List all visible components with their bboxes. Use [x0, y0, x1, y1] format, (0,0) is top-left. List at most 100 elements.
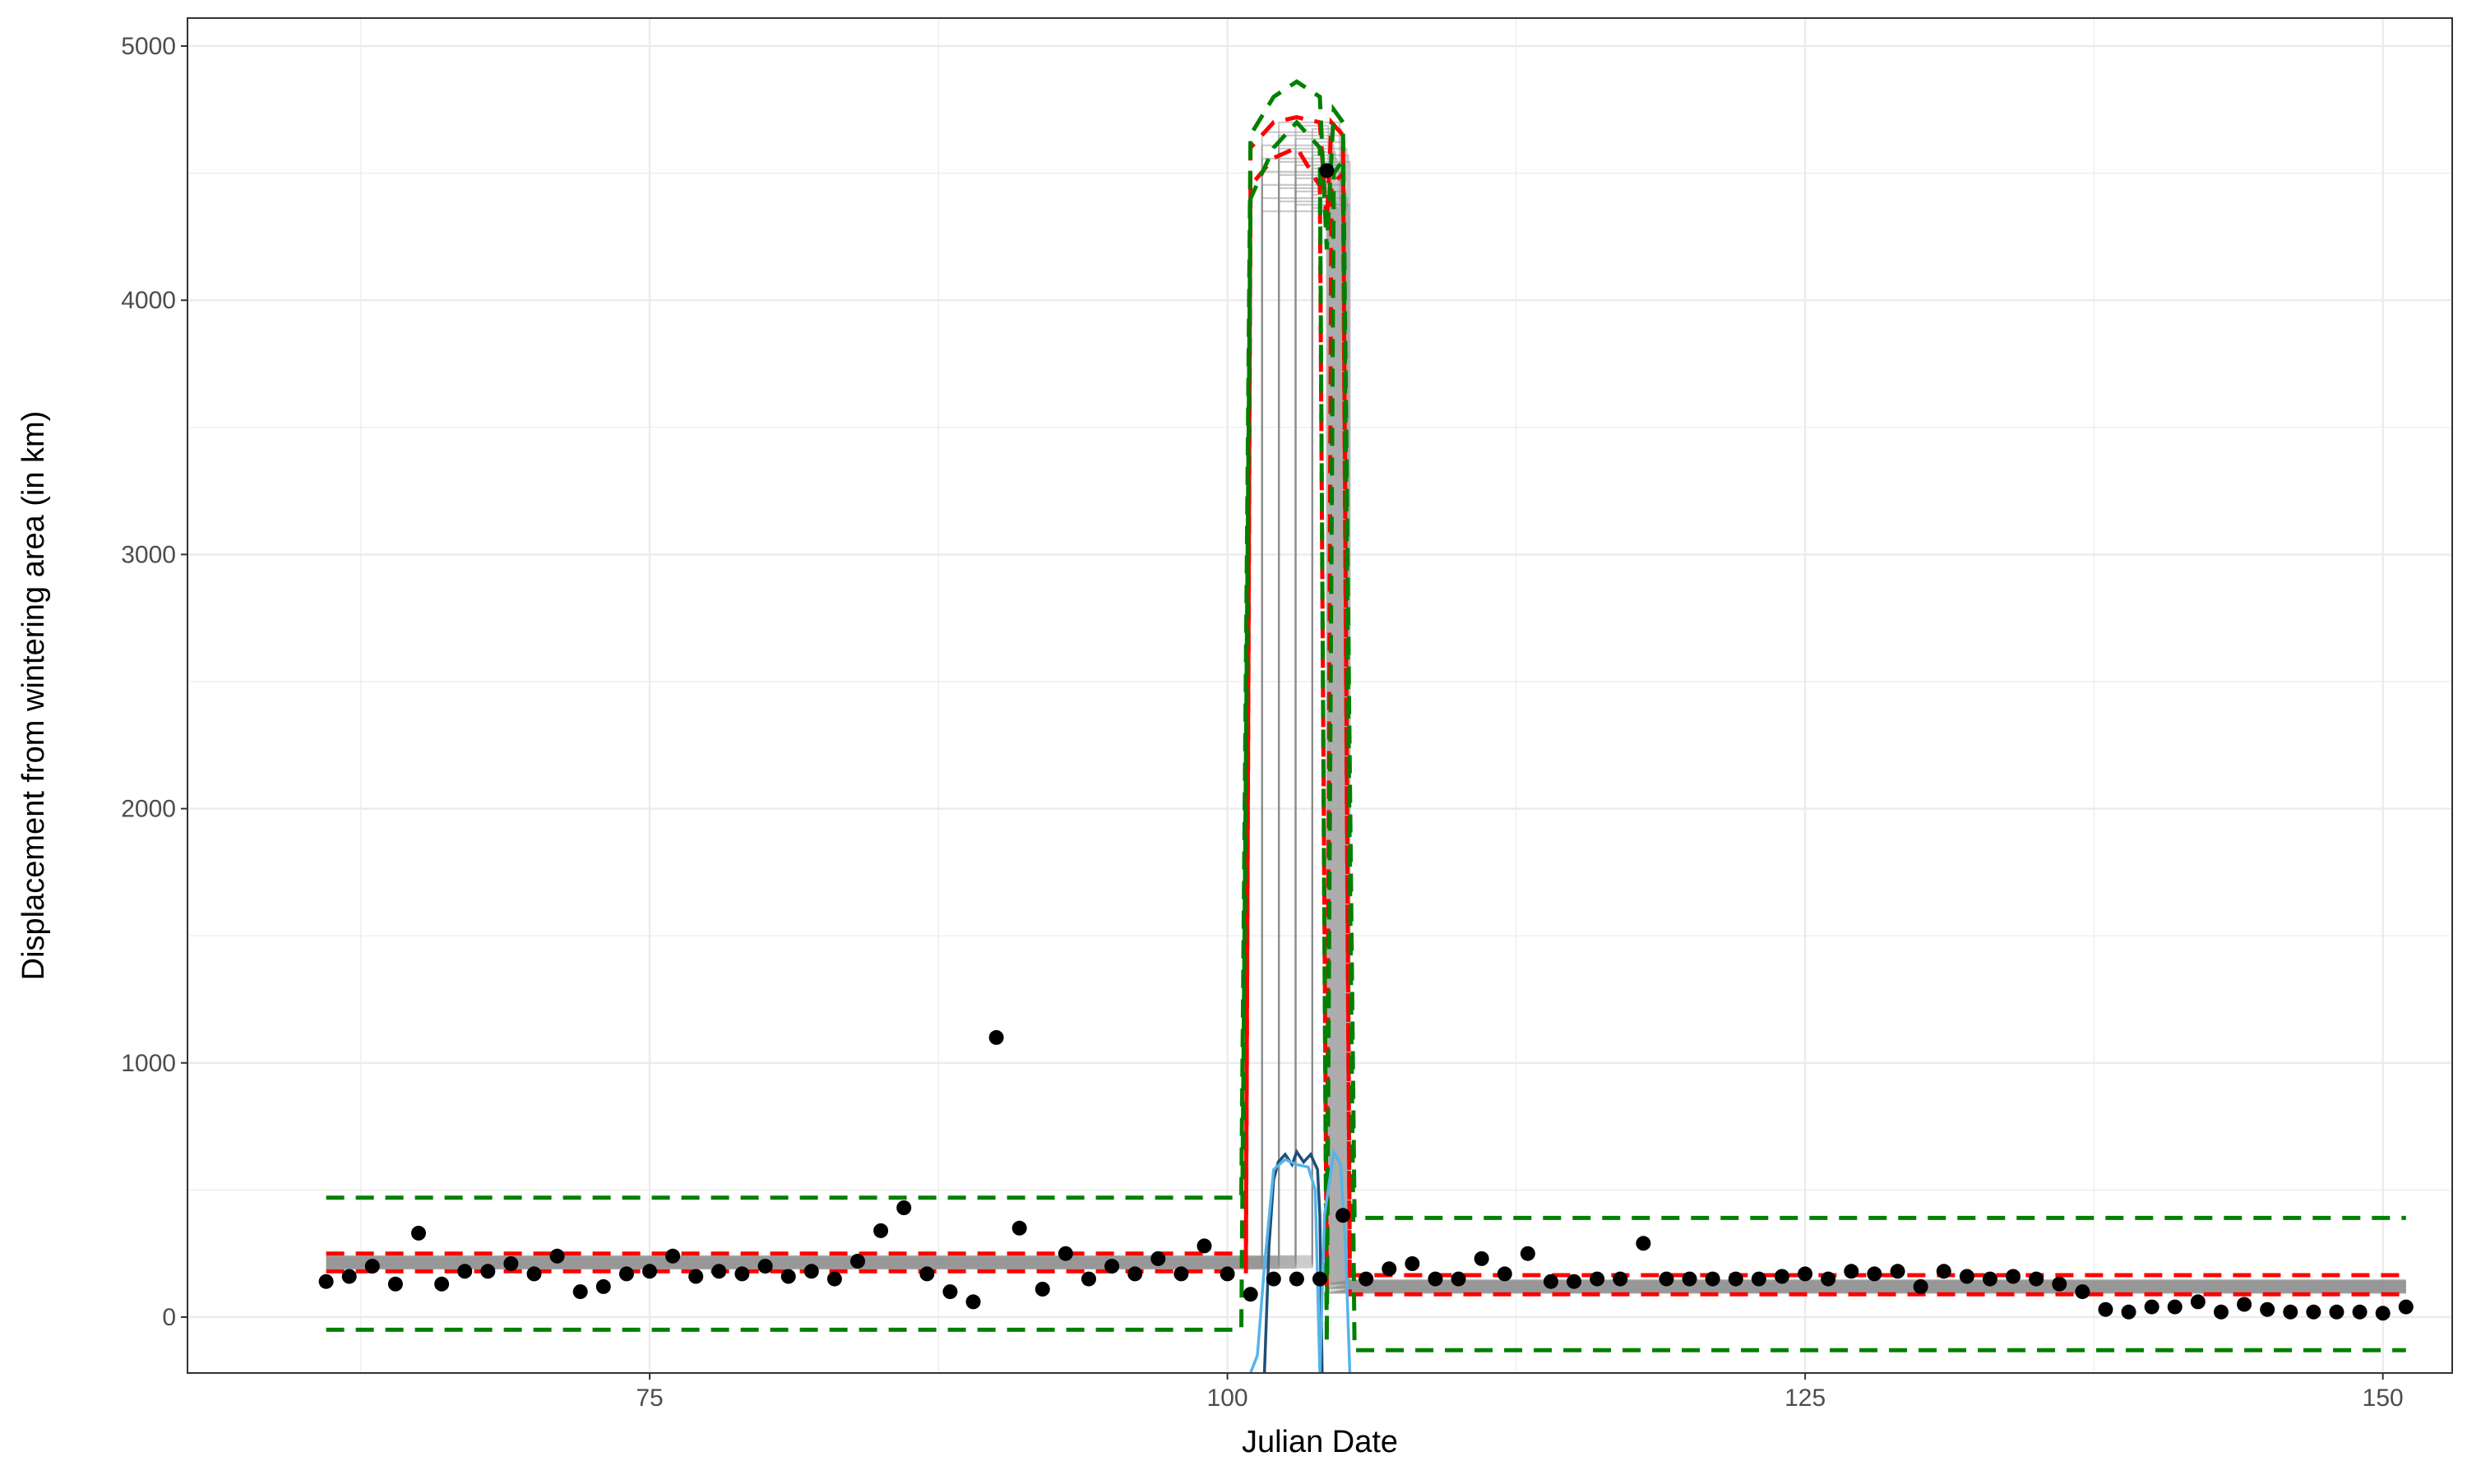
observation-point [1867, 1266, 1882, 1282]
observation-point [757, 1259, 773, 1274]
observation-point [1890, 1264, 1905, 1279]
observation-point [1196, 1238, 1212, 1254]
observation-point [1474, 1251, 1489, 1266]
posterior-draw-line [326, 187, 2406, 1284]
x-tick-label: 150 [2363, 1385, 2404, 1412]
observation-point [2190, 1294, 2205, 1310]
observation-point [1127, 1266, 1143, 1282]
observation-point [780, 1269, 796, 1284]
observation-point [826, 1271, 842, 1287]
posterior-draw-line [326, 203, 2406, 1286]
x-axis-title: Julian Date [1242, 1425, 1398, 1459]
observation-point [1243, 1287, 1258, 1302]
observation-point [1382, 1261, 1397, 1277]
posterior-draw-line [326, 134, 2406, 1283]
observation-point [1335, 1208, 1351, 1223]
observation-point [2375, 1306, 2391, 1321]
observation-point [1959, 1269, 1974, 1284]
observation-point [1220, 1266, 1235, 1282]
observation-point [803, 1264, 819, 1279]
observation-point [1011, 1220, 1027, 1236]
observation-point [1451, 1271, 1466, 1287]
observation-point [1613, 1271, 1628, 1287]
observation-point [457, 1264, 473, 1279]
observation-point [2352, 1304, 2367, 1320]
posterior-draw-line [326, 147, 2406, 1287]
observation-point [1520, 1246, 1535, 1261]
observation-point [850, 1254, 865, 1269]
observation-point [873, 1223, 889, 1238]
observation-point [387, 1276, 403, 1292]
observation-point [2052, 1276, 2067, 1292]
observation-point [2006, 1269, 2021, 1284]
observation-point [364, 1259, 380, 1274]
observation-point [1682, 1271, 1697, 1287]
observation-point [2121, 1304, 2136, 1320]
prediction-interval-upper [326, 79, 2406, 1220]
observation-point [1319, 163, 1335, 178]
observation-point [1983, 1271, 1997, 1287]
observation-point [1590, 1271, 1605, 1287]
observation-point [1705, 1271, 1720, 1287]
observation-point [711, 1264, 727, 1279]
observation-point [1844, 1264, 1859, 1279]
posterior-draw-line [326, 137, 2406, 1293]
observation-point [1821, 1271, 1836, 1287]
observation-point [572, 1284, 588, 1300]
observation-point [642, 1264, 657, 1279]
posterior-draw-line [326, 121, 2406, 1292]
observation-point [595, 1278, 611, 1294]
observation-point [1567, 1274, 1582, 1289]
posterior-draw-line [326, 164, 2406, 1288]
observation-point [965, 1294, 981, 1310]
transition-curve-light [1249, 1147, 1352, 1374]
observation-point [549, 1248, 565, 1264]
y-axis-title: Displacement from wintering area (in km) [16, 411, 51, 981]
x-tick-label: 100 [1207, 1385, 1248, 1412]
observation-point [1659, 1271, 1674, 1287]
observation-point [2283, 1304, 2298, 1320]
y-tick-label: 5000 [121, 33, 176, 60]
observation-point [1405, 1256, 1420, 1271]
observation-point [919, 1266, 935, 1282]
observation-point [1150, 1251, 1166, 1266]
observation-point [2075, 1284, 2090, 1300]
observations-layer [318, 163, 2414, 1321]
panel-border [187, 17, 2453, 1374]
y-tick-label: 2000 [121, 796, 176, 823]
posterior-draw-line [326, 160, 2406, 1290]
transition-curves-layer [1249, 1147, 1352, 1374]
observation-point [1428, 1271, 1443, 1287]
observation-point [526, 1266, 542, 1282]
observation-point [2398, 1299, 2414, 1315]
observation-point [1034, 1282, 1050, 1297]
interval-bands-layer [326, 79, 2406, 1352]
observation-point [1312, 1271, 1327, 1287]
observation-point [2214, 1304, 2229, 1320]
x-tick-label: 75 [636, 1385, 663, 1412]
posterior-draw-line [326, 170, 2406, 1283]
y-tick-label: 3000 [121, 541, 176, 568]
observation-point [1751, 1271, 1766, 1287]
observation-point [2260, 1301, 2275, 1317]
observation-point [1798, 1266, 1813, 1282]
observation-point [434, 1276, 450, 1292]
observation-point [2144, 1299, 2159, 1315]
observation-point [1104, 1259, 1120, 1274]
observation-point [480, 1264, 496, 1279]
posterior-draw-line [326, 124, 2406, 1290]
posterior-draw-line [326, 196, 2406, 1291]
observation-point [665, 1248, 681, 1264]
observation-point [1497, 1266, 1512, 1282]
observation-point [2167, 1299, 2182, 1315]
observation-point [618, 1266, 634, 1282]
observation-point [2029, 1271, 2044, 1287]
x-tick-label: 125 [1784, 1385, 1826, 1412]
y-tick-label: 4000 [121, 287, 176, 314]
observation-point [1936, 1264, 1951, 1279]
observation-point [1775, 1269, 1789, 1284]
observation-point [341, 1269, 357, 1284]
observation-point [1728, 1271, 1743, 1287]
observation-point [1266, 1271, 1281, 1287]
